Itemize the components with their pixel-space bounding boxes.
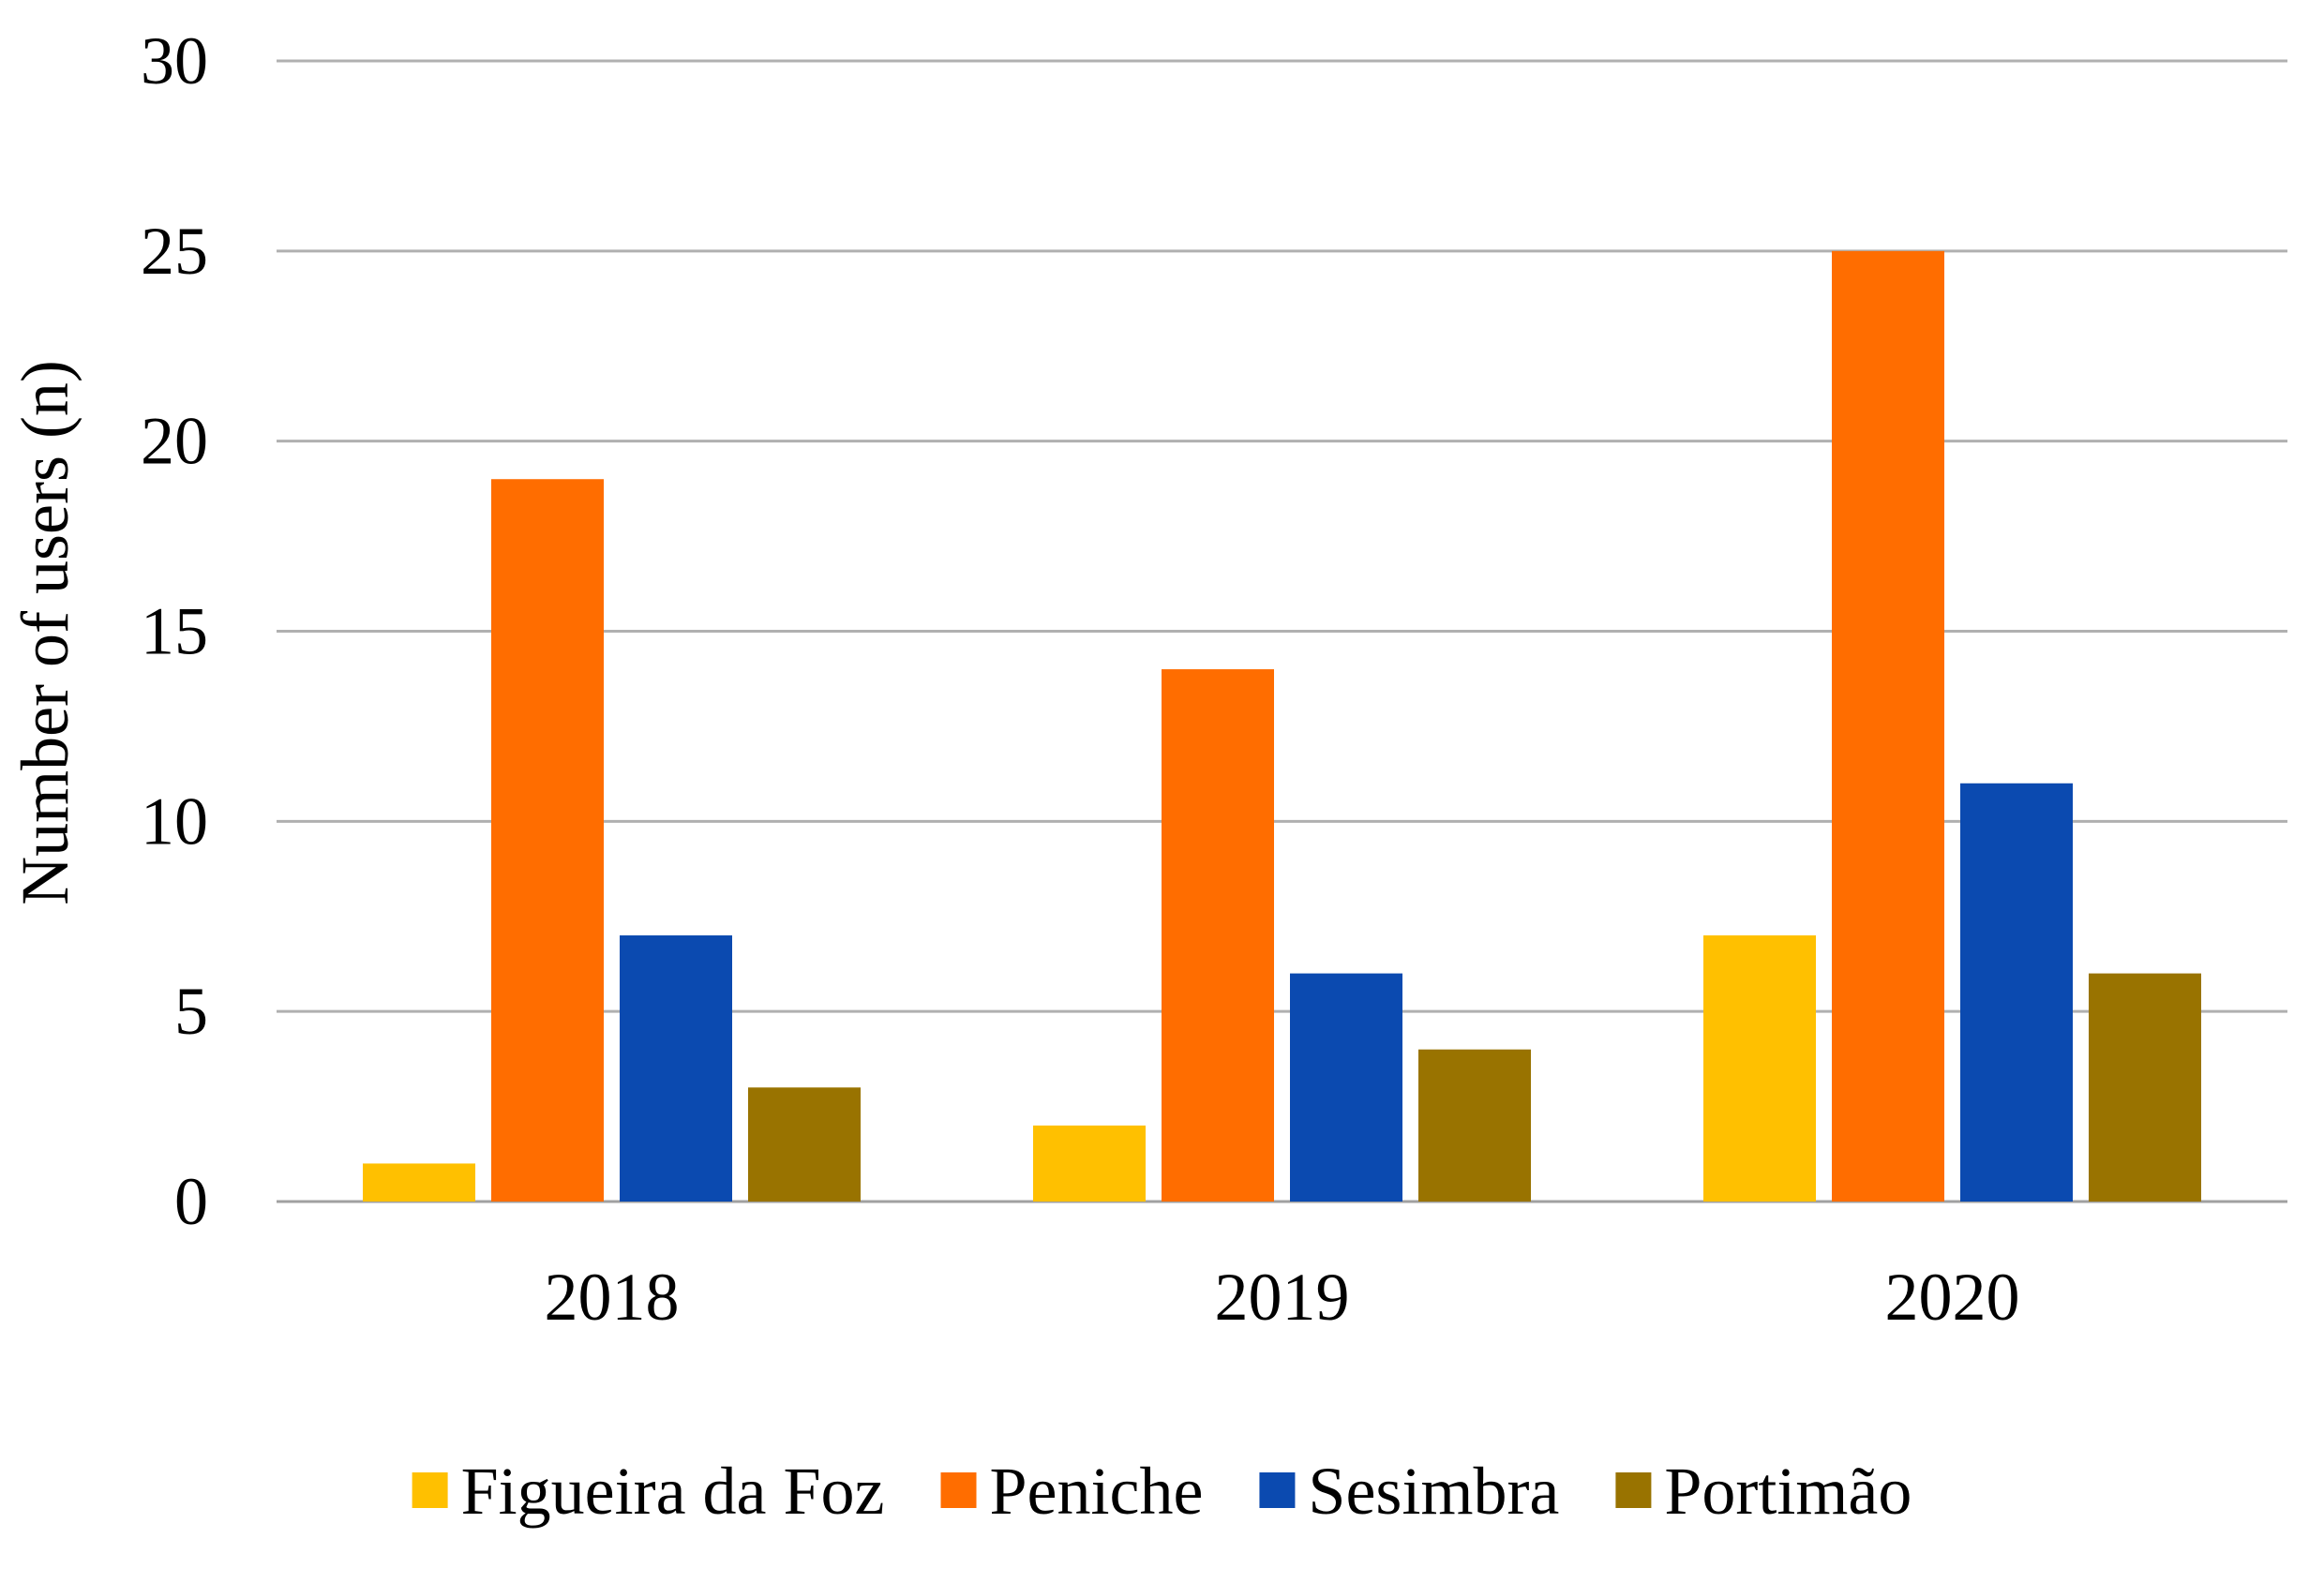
bar-2019-portimão: [1418, 1049, 1531, 1202]
y-tick-label-15: 15: [141, 594, 208, 669]
x-tick-label-2020: 2020: [1885, 1260, 2020, 1335]
bar-2020-figueira-da-foz: [1703, 935, 1816, 1202]
y-tick-label-10: 10: [141, 784, 208, 859]
y-tick-label-20: 20: [141, 404, 208, 479]
bar-2019-figueira-da-foz: [1033, 1125, 1146, 1202]
bar-2018-peniche: [491, 479, 604, 1202]
y-tick-label-30: 30: [141, 23, 208, 98]
y-tick-label-0: 0: [174, 1164, 208, 1239]
legend-swatch-portimão: [1615, 1472, 1652, 1508]
legend-label-peniche: Peniche: [990, 1454, 1204, 1529]
y-tick-label-25: 25: [141, 214, 208, 289]
legend: Figueira da Foz Peniche Sesimbra Portimão: [412, 1454, 1912, 1529]
bar-2018-figueira-da-foz: [363, 1163, 475, 1202]
y-axis-ticks: 0 5 10 15 20 25 30: [141, 23, 208, 1239]
bar-2020-sesimbra: [1960, 783, 2073, 1202]
y-axis-title: Number of users (n): [7, 360, 82, 905]
bar-2019-peniche: [1162, 669, 1274, 1202]
bar-2018-portimão: [748, 1087, 861, 1202]
bar-2019-sesimbra: [1290, 973, 1402, 1202]
x-axis-ticks: 2018 2019 2020: [545, 1260, 2020, 1335]
legend-swatch-peniche: [940, 1472, 977, 1508]
bar-2020-portimão: [2089, 973, 2201, 1202]
legend-label-portimão: Portimão: [1664, 1454, 1912, 1529]
legend-swatch-figueira-da-foz: [412, 1472, 448, 1508]
legend-label-figueira-da-foz: Figueira da Foz: [461, 1454, 885, 1529]
y-tick-label-5: 5: [174, 974, 208, 1049]
gridlines: [277, 59, 2287, 1203]
legend-label-sesimbra: Sesimbra: [1308, 1454, 1559, 1529]
bars: [363, 250, 2201, 1202]
legend-swatch-sesimbra: [1259, 1472, 1296, 1508]
bar-2020-peniche: [1832, 250, 1944, 1202]
bar-2018-sesimbra: [620, 935, 732, 1202]
x-tick-label-2018: 2018: [545, 1260, 680, 1335]
x-tick-label-2019: 2019: [1215, 1260, 1350, 1335]
